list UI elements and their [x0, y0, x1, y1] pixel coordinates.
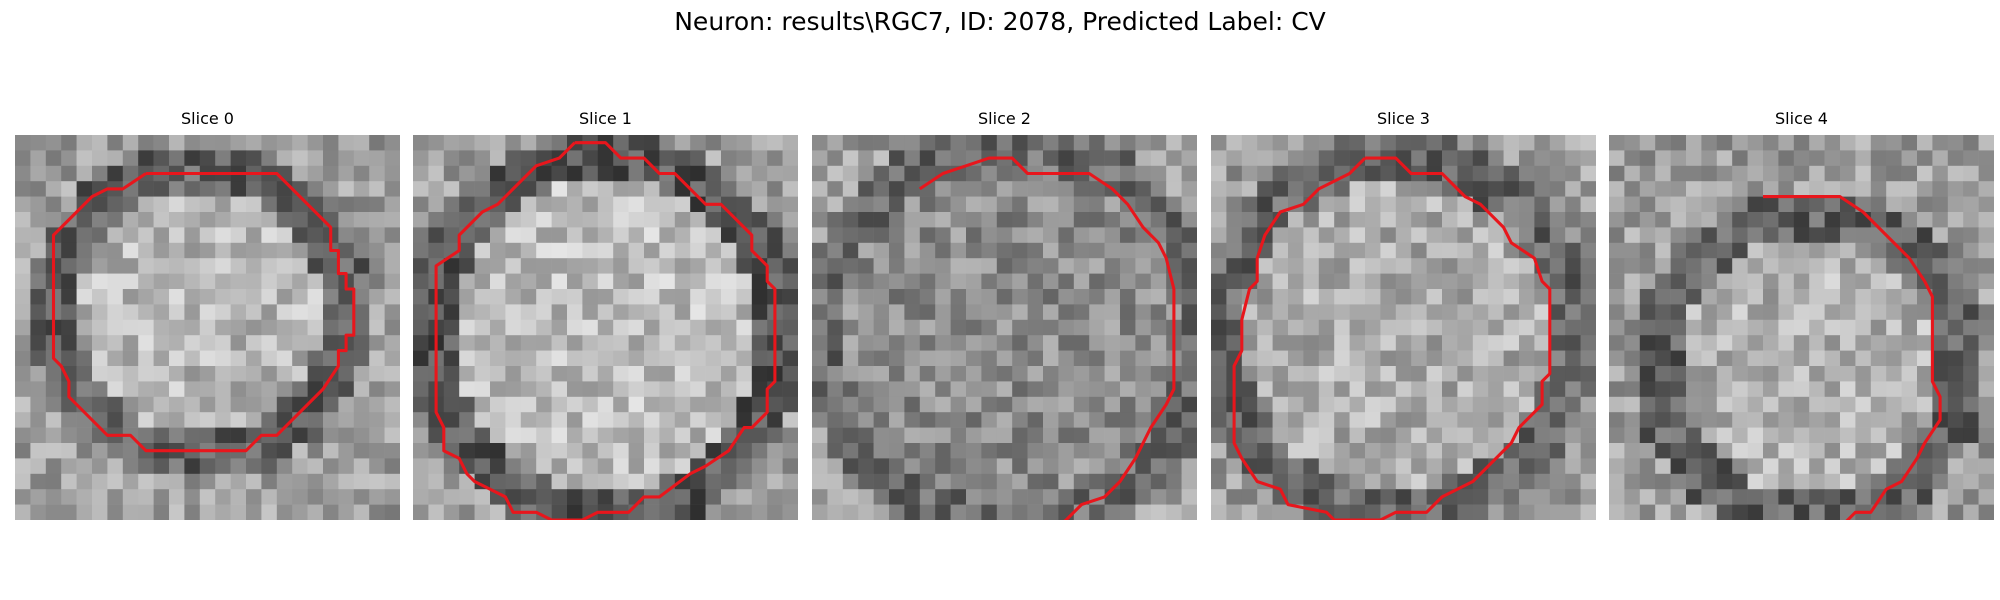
slice-title: Slice 0: [181, 109, 234, 128]
slice-image: [15, 135, 400, 520]
slice-title: Slice 1: [579, 109, 632, 128]
slice-title: Slice 4: [1775, 109, 1828, 128]
slice-panel-1: Slice 1: [413, 108, 798, 520]
pixel-grid: [413, 135, 798, 520]
figure-title: Neuron: results\RGC7, ID: 2078, Predicte…: [674, 7, 1326, 36]
slice-image: [413, 135, 798, 520]
pixel-grid: [1211, 135, 1596, 520]
slice-title: Slice 2: [978, 109, 1031, 128]
cell-contour: [1232, 156, 1552, 520]
pixel-grid: [812, 135, 1197, 520]
pixel-grid: [1609, 135, 1994, 520]
pixel-grid: [15, 135, 400, 520]
slice-image: [812, 135, 1197, 520]
slice-panel-4: Slice 4: [1609, 108, 1994, 520]
slice-title: Slice 3: [1377, 109, 1430, 128]
cell-contour: [434, 141, 777, 520]
cell-contour: [51, 171, 356, 453]
slice-image: [1609, 135, 1994, 520]
cell-contour: [1763, 195, 1942, 520]
slice-panel-2: Slice 2: [812, 108, 1197, 520]
slice-image: [1211, 135, 1596, 520]
slice-panel-0: Slice 0: [15, 108, 400, 520]
slice-panel-3: Slice 3: [1211, 108, 1596, 520]
cell-contour: [918, 156, 1176, 520]
